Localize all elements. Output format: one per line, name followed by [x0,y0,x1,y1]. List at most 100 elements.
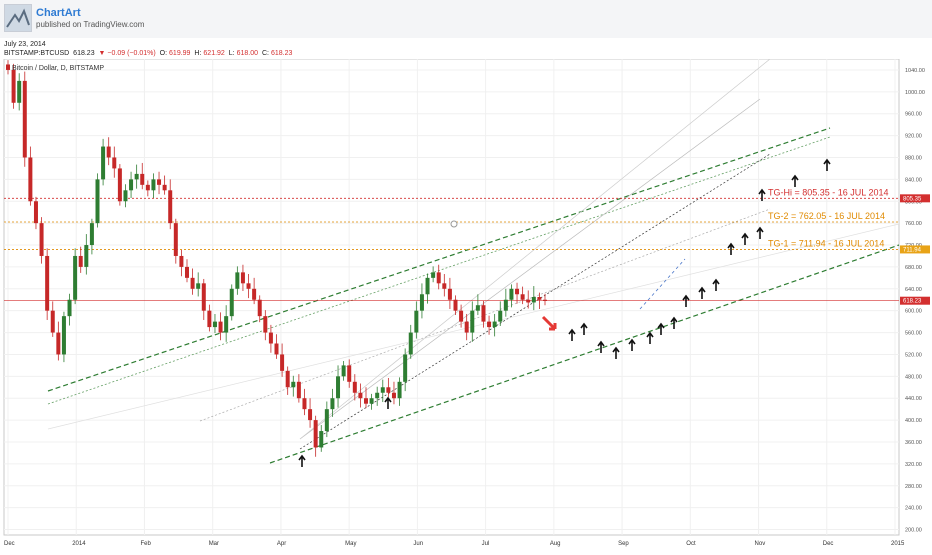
chart-title: Bitcoin / Dollar, D, BITSTAMP [12,65,104,72]
candle-body [151,179,156,191]
chart-area[interactable]: TG-Hi = 805.35 - 16 JUL 2014 TG-2 = 762.0… [0,58,932,550]
candle-body [341,365,346,377]
candle-body [162,184,167,191]
candle-body [229,288,234,317]
y-tick-label: 520.00 [905,352,922,358]
up-arrow [580,322,588,335]
price-mark-label: 711.94 [903,247,922,253]
x-tick-label: Dec [4,541,15,547]
up-arrow [628,338,636,351]
candle-body [308,409,313,421]
candle-body [403,354,408,382]
candle-body [78,255,83,267]
author-name[interactable]: ChartArt [36,7,81,19]
candle-body [190,277,195,289]
up-arrow [698,286,706,299]
candle-body [470,310,475,333]
candle-body [364,398,368,404]
last-price: 618.23 [73,50,95,57]
y-tick-label: 920.00 [905,134,922,140]
candle-body [431,272,436,278]
avatar-image [5,5,31,31]
x-tick-label: Mar [209,541,219,547]
y-tick-label: 200.00 [905,528,922,534]
candle-body [235,272,240,289]
price-axis[interactable]: 200.00 240.00 280.00 320.00 360.00 400.00 440.… [905,68,925,534]
time-axis[interactable]: Dec 2014 Feb Mar Apr May Jun Jul Aug Sep Oct Nov Dec… [4,541,905,547]
candle-body [39,223,44,256]
upper-channel-line [47,127,831,392]
open-label: O: [159,50,168,57]
y-tick-label: 320.00 [905,462,922,468]
header: ChartArt published on TradingView.com [0,0,932,38]
level-label: TG-1 = 711.94 - 16 JUL 2014 [768,238,884,248]
candle-body [447,288,452,300]
candle-body [419,294,424,311]
candle-body [459,310,464,322]
candle-body [173,223,178,256]
up-arrow [823,158,831,171]
candle-body [397,381,402,399]
x-tick-label: May [345,541,356,547]
fan-line [299,58,771,440]
candle-body [442,283,447,289]
candle-body [526,299,531,303]
handle-circle[interactable] [450,220,458,228]
candle-body [112,157,117,169]
candle-body [185,266,189,278]
candle-body [140,173,145,185]
y-tick-label: 760.00 [905,221,922,227]
chart-svg[interactable]: TG-Hi = 805.35 - 16 JUL 2014 TG-2 = 762.0… [0,58,932,550]
candle-body [291,381,296,388]
level-label: TG-2 = 762.05 - 16 JUL 2014 [768,211,885,221]
x-tick-label: Oct [686,541,696,547]
candle-body [252,288,257,300]
price-mark-label: 805.35 [903,196,922,202]
candle-body [268,332,273,344]
candle-body [280,354,285,371]
candle-body [89,223,94,246]
candle-body [106,146,111,158]
candle-body [352,381,357,393]
y-tick-label: 480.00 [905,374,922,380]
candle-body [73,255,78,300]
candle-body [117,168,122,202]
candles [6,60,547,457]
y-tick-label: 440.00 [905,396,922,402]
y-tick-label: 640.00 [905,287,922,293]
red-arrow [541,315,557,331]
candle-body [95,179,100,224]
price-change: ▼ −0.09 (−0.01%) [98,50,156,57]
price-mark-box [900,245,930,254]
candle-body [347,365,352,382]
candle-body [168,190,173,224]
up-arrow [670,316,678,329]
candle-body [302,398,307,410]
candle-body [50,310,55,333]
target-levels: TG-Hi = 805.35 - 16 JUL 2014 TG-2 = 762.0… [4,187,899,302]
x-tick-label: 2014 [72,541,86,547]
close-value: 618.23 [271,50,293,57]
y-tick-label: 880.00 [905,155,922,161]
y-tick-label: 560.00 [905,331,922,337]
y-tick-label: 240.00 [905,506,922,512]
candle-body [509,288,514,300]
high-label: H: [194,50,202,57]
x-tick-label: 2015 [891,541,905,547]
y-tick-label: 400.00 [905,418,922,424]
price-mark-box [900,194,930,203]
candle-body [358,392,363,399]
candle-body [67,299,72,317]
up-arrow [758,188,766,201]
candle-body [313,420,318,448]
y-tick-label: 280.00 [905,484,922,490]
symbol: BITSTAMP:BTCUSD [4,50,70,57]
arrows [298,158,831,467]
candle-body [157,179,162,185]
avatar[interactable] [4,4,32,32]
fan-line [299,98,761,440]
y-tick-label: 840.00 [905,177,922,183]
candle-body [520,294,525,300]
candle-body [240,272,245,284]
candle-body [369,398,374,404]
